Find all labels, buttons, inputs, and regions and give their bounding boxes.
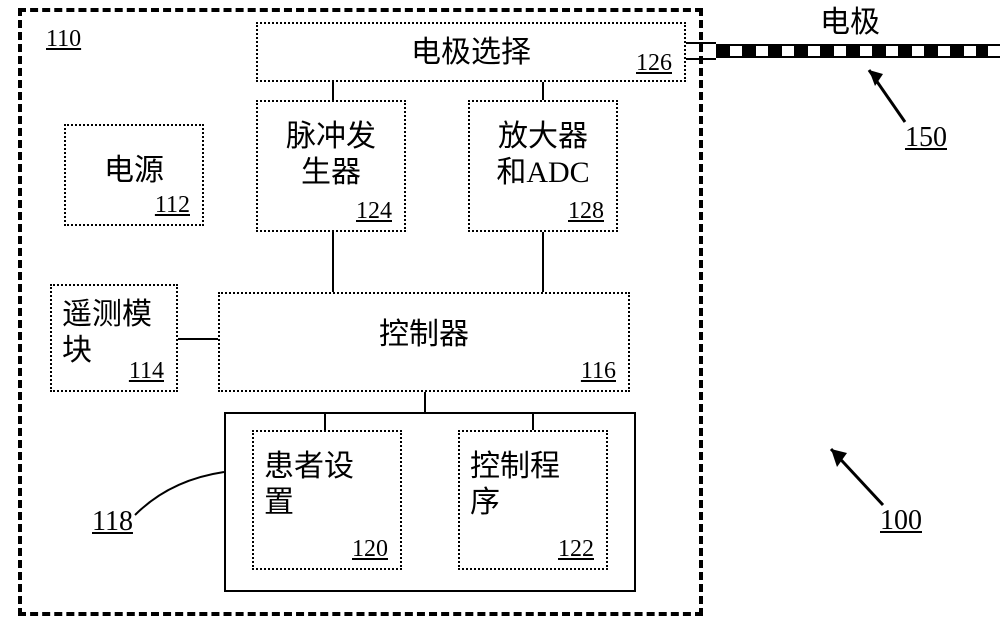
ref-116: 116 — [581, 358, 616, 385]
label-telemetry-l2: 块 — [62, 334, 92, 369]
ref-124: 124 — [356, 198, 392, 225]
line-ctrl-mem — [424, 392, 426, 412]
line-mem-patient — [324, 412, 326, 430]
label-pulsegen-l1: 脉冲发 — [258, 120, 404, 155]
arrow-150 — [855, 60, 915, 130]
arrow-100 — [815, 435, 895, 515]
block-electrode-select: 电极选择 126 — [256, 22, 686, 82]
label-electrode: 电极 — [820, 6, 880, 41]
ref-122: 122 — [558, 536, 594, 563]
block-power: 电源 112 — [64, 124, 204, 226]
block-control-program: 控制程 序 122 — [458, 430, 608, 570]
lead-connector — [686, 42, 716, 60]
ref-128: 128 — [568, 198, 604, 225]
ref-114: 114 — [129, 358, 164, 385]
electrode-lead — [716, 44, 1000, 58]
block-patient-settings: 患者设 置 120 — [252, 430, 402, 570]
ref-126: 126 — [636, 50, 672, 77]
ref-100: 100 — [880, 505, 922, 537]
label-patient-l2: 置 — [264, 486, 294, 521]
line-ampadc-ctrl — [542, 232, 544, 292]
label-controller: 控制器 — [220, 318, 628, 353]
block-telemetry: 遥测模 块 114 — [50, 284, 178, 392]
leader-118 — [130, 470, 230, 520]
label-ctrlprog-l2: 序 — [470, 486, 500, 521]
label-telemetry-l1: 遥测模 — [62, 298, 152, 333]
ref-120: 120 — [352, 536, 388, 563]
line-mem-ctrlprog — [532, 412, 534, 430]
label-electrode-select: 电极选择 — [258, 36, 684, 71]
ref-112: 112 — [155, 192, 190, 219]
line-tel-ctrl — [178, 338, 218, 340]
ref-118: 118 — [92, 506, 133, 538]
label-pulsegen-l2: 生器 — [258, 156, 404, 191]
block-pulse-generator: 脉冲发 生器 124 — [256, 100, 406, 232]
line-esel-pulsegen — [332, 82, 334, 100]
block-controller: 控制器 116 — [218, 292, 630, 392]
label-ampadc-l2: 和ADC — [470, 156, 616, 191]
line-pulsegen-ctrl — [332, 232, 334, 292]
block-amp-adc: 放大器 和ADC 128 — [468, 100, 618, 232]
label-ctrlprog-l1: 控制程 — [470, 450, 560, 485]
ref-150: 150 — [905, 122, 947, 154]
ref-110: 110 — [46, 26, 81, 53]
label-power: 电源 — [66, 154, 202, 189]
label-ampadc-l1: 放大器 — [470, 120, 616, 155]
line-esel-ampadc — [542, 82, 544, 100]
label-patient-l1: 患者设 — [264, 450, 354, 485]
